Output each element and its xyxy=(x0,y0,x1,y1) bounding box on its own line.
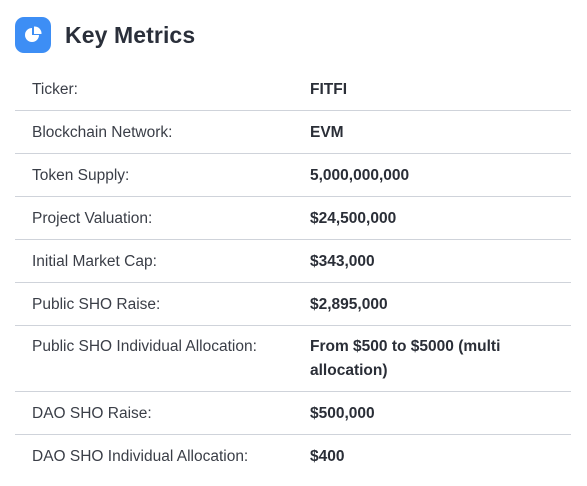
table-row: DAO SHO Individual Allocation: $400 xyxy=(15,435,571,478)
table-row: Blockchain Network: EVM xyxy=(15,111,571,154)
metric-label: Token Supply: xyxy=(32,167,130,184)
metric-label: Public SHO Individual Allocation: xyxy=(32,338,257,355)
metric-value: $24,500,000 xyxy=(310,210,397,227)
metric-label: Blockchain Network: xyxy=(32,124,173,141)
metric-value: $2,895,000 xyxy=(310,296,388,313)
table-row: Public SHO Raise: $2,895,000 xyxy=(15,283,571,326)
metric-value: $500,000 xyxy=(310,405,375,422)
table-row: Public SHO Individual Allocation: From $… xyxy=(15,326,571,392)
table-row: Initial Market Cap: $343,000 xyxy=(15,240,571,283)
metric-value: $400 xyxy=(310,448,345,465)
metric-value: From $500 to $5000 (multi allocation) xyxy=(310,338,501,379)
table-row: Token Supply: 5,000,000,000 xyxy=(15,154,571,197)
metric-value: $343,000 xyxy=(310,253,375,270)
metric-label: Ticker: xyxy=(32,81,78,98)
metric-value: 5,000,000,000 xyxy=(310,167,410,184)
metric-label: Public SHO Raise: xyxy=(32,296,161,313)
metrics-table: Ticker: FITFI Blockchain Network: EVM To… xyxy=(15,68,571,478)
metric-value: FITFI xyxy=(310,81,348,98)
section-header: Key Metrics xyxy=(15,17,195,53)
metric-value: EVM xyxy=(310,124,344,141)
table-row: Project Valuation: $24,500,000 xyxy=(15,197,571,240)
metric-label: DAO SHO Individual Allocation: xyxy=(32,448,249,465)
metric-label: Project Valuation: xyxy=(32,210,153,227)
metric-label: Initial Market Cap: xyxy=(32,253,157,270)
metric-label: DAO SHO Raise: xyxy=(32,405,152,422)
table-row: Ticker: FITFI xyxy=(15,68,571,111)
section-title: Key Metrics xyxy=(65,21,196,48)
table-row: DAO SHO Raise: $500,000 xyxy=(15,392,571,435)
pie-chart-icon xyxy=(15,17,51,53)
